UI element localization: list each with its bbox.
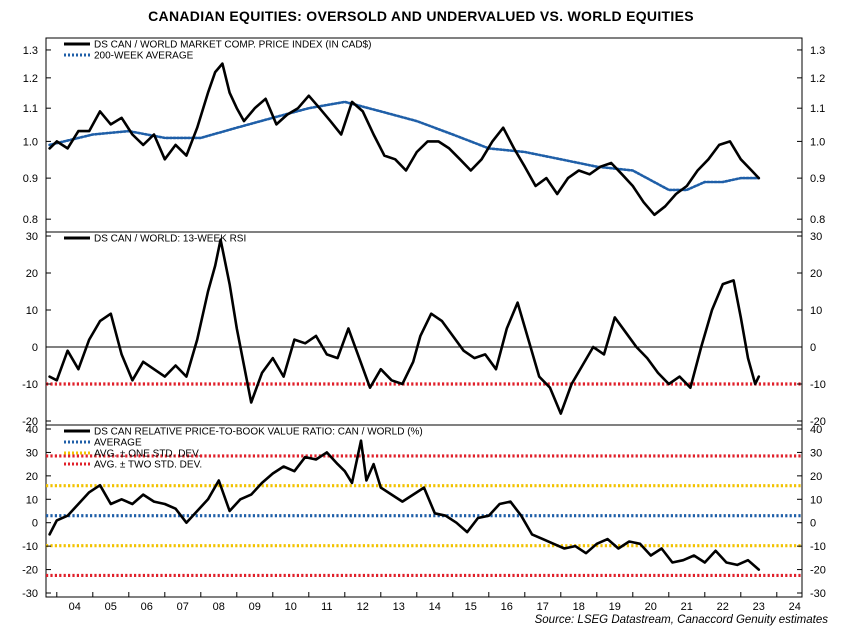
x-tick-label: 16 bbox=[501, 601, 513, 613]
x-tick-label: 23 bbox=[753, 601, 765, 613]
x-tick-label: 22 bbox=[717, 601, 729, 613]
y-tick-label-right: 1.2 bbox=[810, 73, 825, 85]
series-line bbox=[48, 439, 761, 571]
series-line bbox=[48, 100, 761, 192]
y-tick-label-right: -10 bbox=[810, 379, 826, 391]
x-tick-label: 19 bbox=[609, 601, 621, 613]
y-tick-label-right: 10 bbox=[810, 305, 822, 317]
y-tick-label-right: -20 bbox=[810, 565, 826, 577]
y-tick-label-right: -20 bbox=[810, 416, 826, 428]
y-tick-label-right: -30 bbox=[810, 588, 826, 600]
series-line bbox=[48, 62, 761, 217]
legend-label: DS CAN / WORLD: 13-WEEK RSI bbox=[94, 234, 246, 245]
y-tick-label-left: -30 bbox=[22, 588, 38, 600]
y-tick-label-left: 40 bbox=[26, 424, 38, 436]
y-tick-label-left: 0.8 bbox=[23, 214, 38, 226]
x-tick-label: 12 bbox=[357, 601, 369, 613]
panel-frame bbox=[45, 37, 803, 233]
y-tick-label-right: 40 bbox=[810, 424, 822, 436]
series-line bbox=[48, 238, 761, 415]
x-tick-label: 04 bbox=[69, 601, 81, 613]
y-tick-label-left: 20 bbox=[26, 471, 38, 483]
y-tick-label-right: 0 bbox=[810, 342, 816, 354]
x-tick-label: 15 bbox=[465, 601, 477, 613]
y-tick-label-left: 30 bbox=[26, 447, 38, 459]
y-tick-label-right: 30 bbox=[810, 447, 822, 459]
y-tick-label-left: 1.1 bbox=[23, 103, 38, 115]
legend-label: 200-WEEK AVERAGE bbox=[94, 51, 194, 62]
y-tick-label-right: 1.1 bbox=[810, 103, 825, 115]
y-tick-label-right: 10 bbox=[810, 494, 822, 506]
x-tick-label: 07 bbox=[177, 601, 189, 613]
legend-label: DS CAN / WORLD MARKET COMP. PRICE INDEX … bbox=[94, 40, 371, 51]
y-tick-label-left: 10 bbox=[26, 494, 38, 506]
y-tick-label-right: 30 bbox=[810, 231, 822, 243]
x-tick-label: 11 bbox=[321, 601, 332, 613]
y-tick-label-left: 1.0 bbox=[23, 136, 38, 148]
panel-frame bbox=[45, 424, 803, 598]
y-tick-label-left: 1.3 bbox=[23, 45, 38, 57]
y-tick-label-left: 10 bbox=[26, 305, 38, 317]
x-tick-label: 05 bbox=[105, 601, 117, 613]
y-tick-label-left: 0.9 bbox=[23, 173, 38, 185]
x-tick-label: 08 bbox=[213, 601, 225, 613]
y-tick-label-right: 1.3 bbox=[810, 45, 825, 57]
chart-title: CANADIAN EQUITIES: OVERSOLD AND UNDERVAL… bbox=[148, 8, 694, 24]
y-tick-label-left: -10 bbox=[22, 541, 38, 553]
x-tick-label: 09 bbox=[249, 601, 261, 613]
y-tick-label-right: -10 bbox=[810, 541, 826, 553]
y-tick-label-right: 0.9 bbox=[810, 173, 825, 185]
x-tick-label: 21 bbox=[681, 601, 693, 613]
y-tick-label-left: -20 bbox=[22, 565, 38, 577]
legend-label: AVERAGE bbox=[94, 438, 142, 449]
x-tick-label: 24 bbox=[789, 601, 801, 613]
y-tick-label-right: 0.8 bbox=[810, 214, 825, 226]
y-tick-label-right: 20 bbox=[810, 268, 822, 280]
panel-bottom: -30 -30 -20 -20 -10 -10 0 0 10 10 20 20 30 30 40 40 DS C… bbox=[22, 424, 826, 600]
y-tick-label-left: 0 bbox=[32, 518, 38, 530]
y-tick-label-left: -10 bbox=[22, 379, 38, 391]
y-tick-label-left: 1.2 bbox=[23, 73, 38, 85]
y-tick-label-left: 30 bbox=[26, 231, 38, 243]
x-tick-label: 06 bbox=[141, 601, 153, 613]
y-tick-label-left: 0 bbox=[32, 342, 38, 354]
panel-top: 0.8 0.8 0.9 0.9 1.0 1.0 1.1 1.1 1.2 1.2 1.3 1.3 DS C… bbox=[23, 37, 825, 233]
x-tick-label: 14 bbox=[429, 601, 441, 613]
x-tick-label: 17 bbox=[537, 601, 549, 613]
x-tick-label: 18 bbox=[573, 601, 585, 613]
x-tick-label: 20 bbox=[645, 601, 657, 613]
panel-middle: -20 -20 -10 -10 0 0 10 10 20 20 30 30 DS CAN / WORLD… bbox=[22, 231, 826, 428]
y-tick-label-right: 1.0 bbox=[810, 136, 825, 148]
source-note: Source: LSEG Datastream, Canaccord Genui… bbox=[534, 614, 828, 626]
x-axis: 04 05 06 07 08 09 10 11 12 13 14 15 16 17 18 19 20 21 22 23… bbox=[56, 592, 801, 613]
y-tick-label-left: 20 bbox=[26, 268, 38, 280]
legend-label: AVG. ± TWO STD. DEV. bbox=[94, 460, 202, 471]
x-tick-label: 13 bbox=[393, 601, 405, 613]
x-tick-label: 10 bbox=[285, 601, 297, 613]
y-tick-label-right: 0 bbox=[810, 518, 816, 530]
y-tick-label-left: -20 bbox=[22, 416, 38, 428]
y-tick-label-right: 20 bbox=[810, 471, 822, 483]
legend-label: DS CAN RELATIVE PRICE-TO-BOOK VALUE RATI… bbox=[94, 427, 423, 438]
legend-label: AVG. ± ONE STD. DEV. bbox=[94, 449, 201, 460]
